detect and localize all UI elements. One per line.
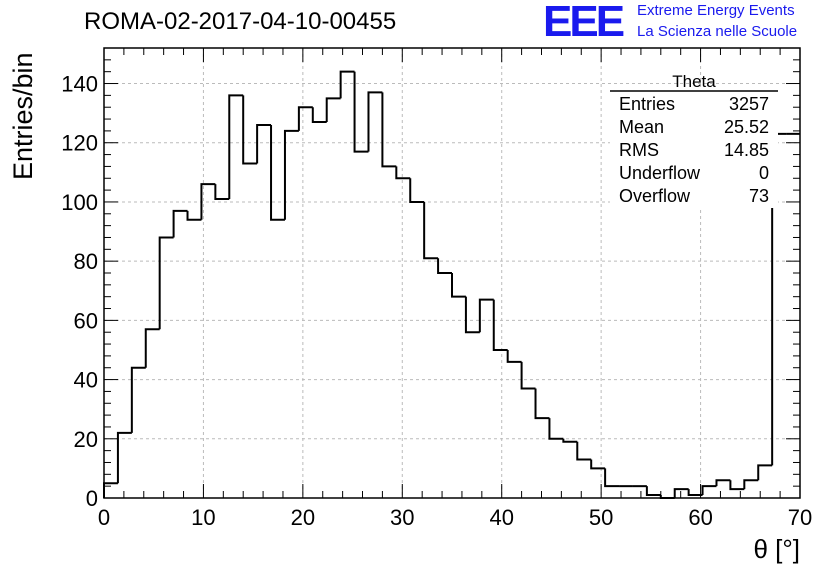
histogram-bin [520,361,536,390]
y-tick-label: 60 [74,308,98,333]
histogram-bin [242,95,258,165]
histogram-bin [673,488,689,498]
histogram-bin [451,273,466,298]
histogram-bin [464,296,480,334]
stats-row-label: Entries [619,94,675,114]
y-axis-label: Entries/bin [8,52,38,180]
histogram-bin [367,91,383,152]
y-tick-label: 40 [74,368,98,393]
histogram-bin [729,480,745,491]
histogram-bin [604,468,620,488]
logo-line-1: Extreme Energy Events [637,2,795,19]
histogram-bin [325,97,341,123]
x-tick-label: 60 [688,505,712,530]
histogram-bin [715,479,731,487]
stats-box-title: Theta [672,72,716,91]
stats-row-value: 25.52 [724,117,769,137]
stats-box-bg [610,88,778,208]
x-tick-label: 70 [788,505,812,530]
histogram-bin [256,123,272,164]
histogram-bin [130,366,146,433]
histogram-bin [311,107,327,124]
stats-row-label: RMS [619,140,659,160]
histogram-bin [339,70,355,99]
histogram-bin [283,129,299,220]
histogram-bin [562,438,578,443]
histogram-bin [687,489,703,497]
histogram-bin [103,482,118,498]
histogram-bin [381,92,397,168]
histogram-bin [478,298,494,333]
x-tick-label: 20 [291,505,315,530]
histogram-bin [506,349,522,363]
histogram-bin [548,418,564,440]
y-tick-label: 140 [61,72,98,97]
stats-row-label: Overflow [619,186,691,206]
histogram-bin [228,94,244,199]
histogram-bin [214,184,230,200]
histogram-bin [590,459,606,470]
x-tick-label: 50 [589,505,613,530]
histogram-bin [353,71,369,153]
stats-row-label: Mean [619,117,664,137]
x-tick-label: 10 [191,505,215,530]
histogram-bin [270,124,285,221]
y-tick-label: 120 [61,131,98,156]
histogram-bin [437,258,452,274]
histogram-bin [645,486,661,497]
y-tick-label: 0 [86,486,98,511]
histogram-bin [576,441,592,461]
y-tick-label: 80 [74,249,98,274]
y-tick-label: 20 [74,427,98,452]
histogram-bin [116,431,132,484]
histogram-bin [172,209,188,238]
histogram-bin [757,464,773,481]
stats-row-value: 0 [759,163,769,183]
x-axis-label: θ [°] [753,534,800,564]
x-tick-label: 30 [390,505,414,530]
stats-row-value: 3257 [729,94,769,114]
x-tick-label: 0 [98,505,110,530]
x-tick-label: 40 [489,505,513,530]
histogram-bin [534,388,550,420]
logo-line-2: La Scienza nelle Scuole [637,23,798,40]
y-tick-label: 100 [61,190,98,215]
histogram-bin [186,210,202,221]
histogram-bin [158,236,174,330]
histogram-bin [297,106,313,131]
eee-logo: EEE [543,0,625,46]
histogram-bin [701,485,717,496]
stats-row-label: Underflow [619,163,701,183]
histogram-bin [423,201,439,260]
histogram-bin [144,328,160,368]
histogram-bin [492,299,508,351]
histogram-bin [200,183,216,220]
histogram-bin [743,479,759,490]
stats-row-value: 14.85 [724,140,769,160]
stats-row-value: 73 [749,186,769,206]
histogram-bin [409,178,425,203]
histogram-bin [395,166,411,180]
histogram-title: ROMA-02-2017-04-10-00455 [84,8,397,35]
